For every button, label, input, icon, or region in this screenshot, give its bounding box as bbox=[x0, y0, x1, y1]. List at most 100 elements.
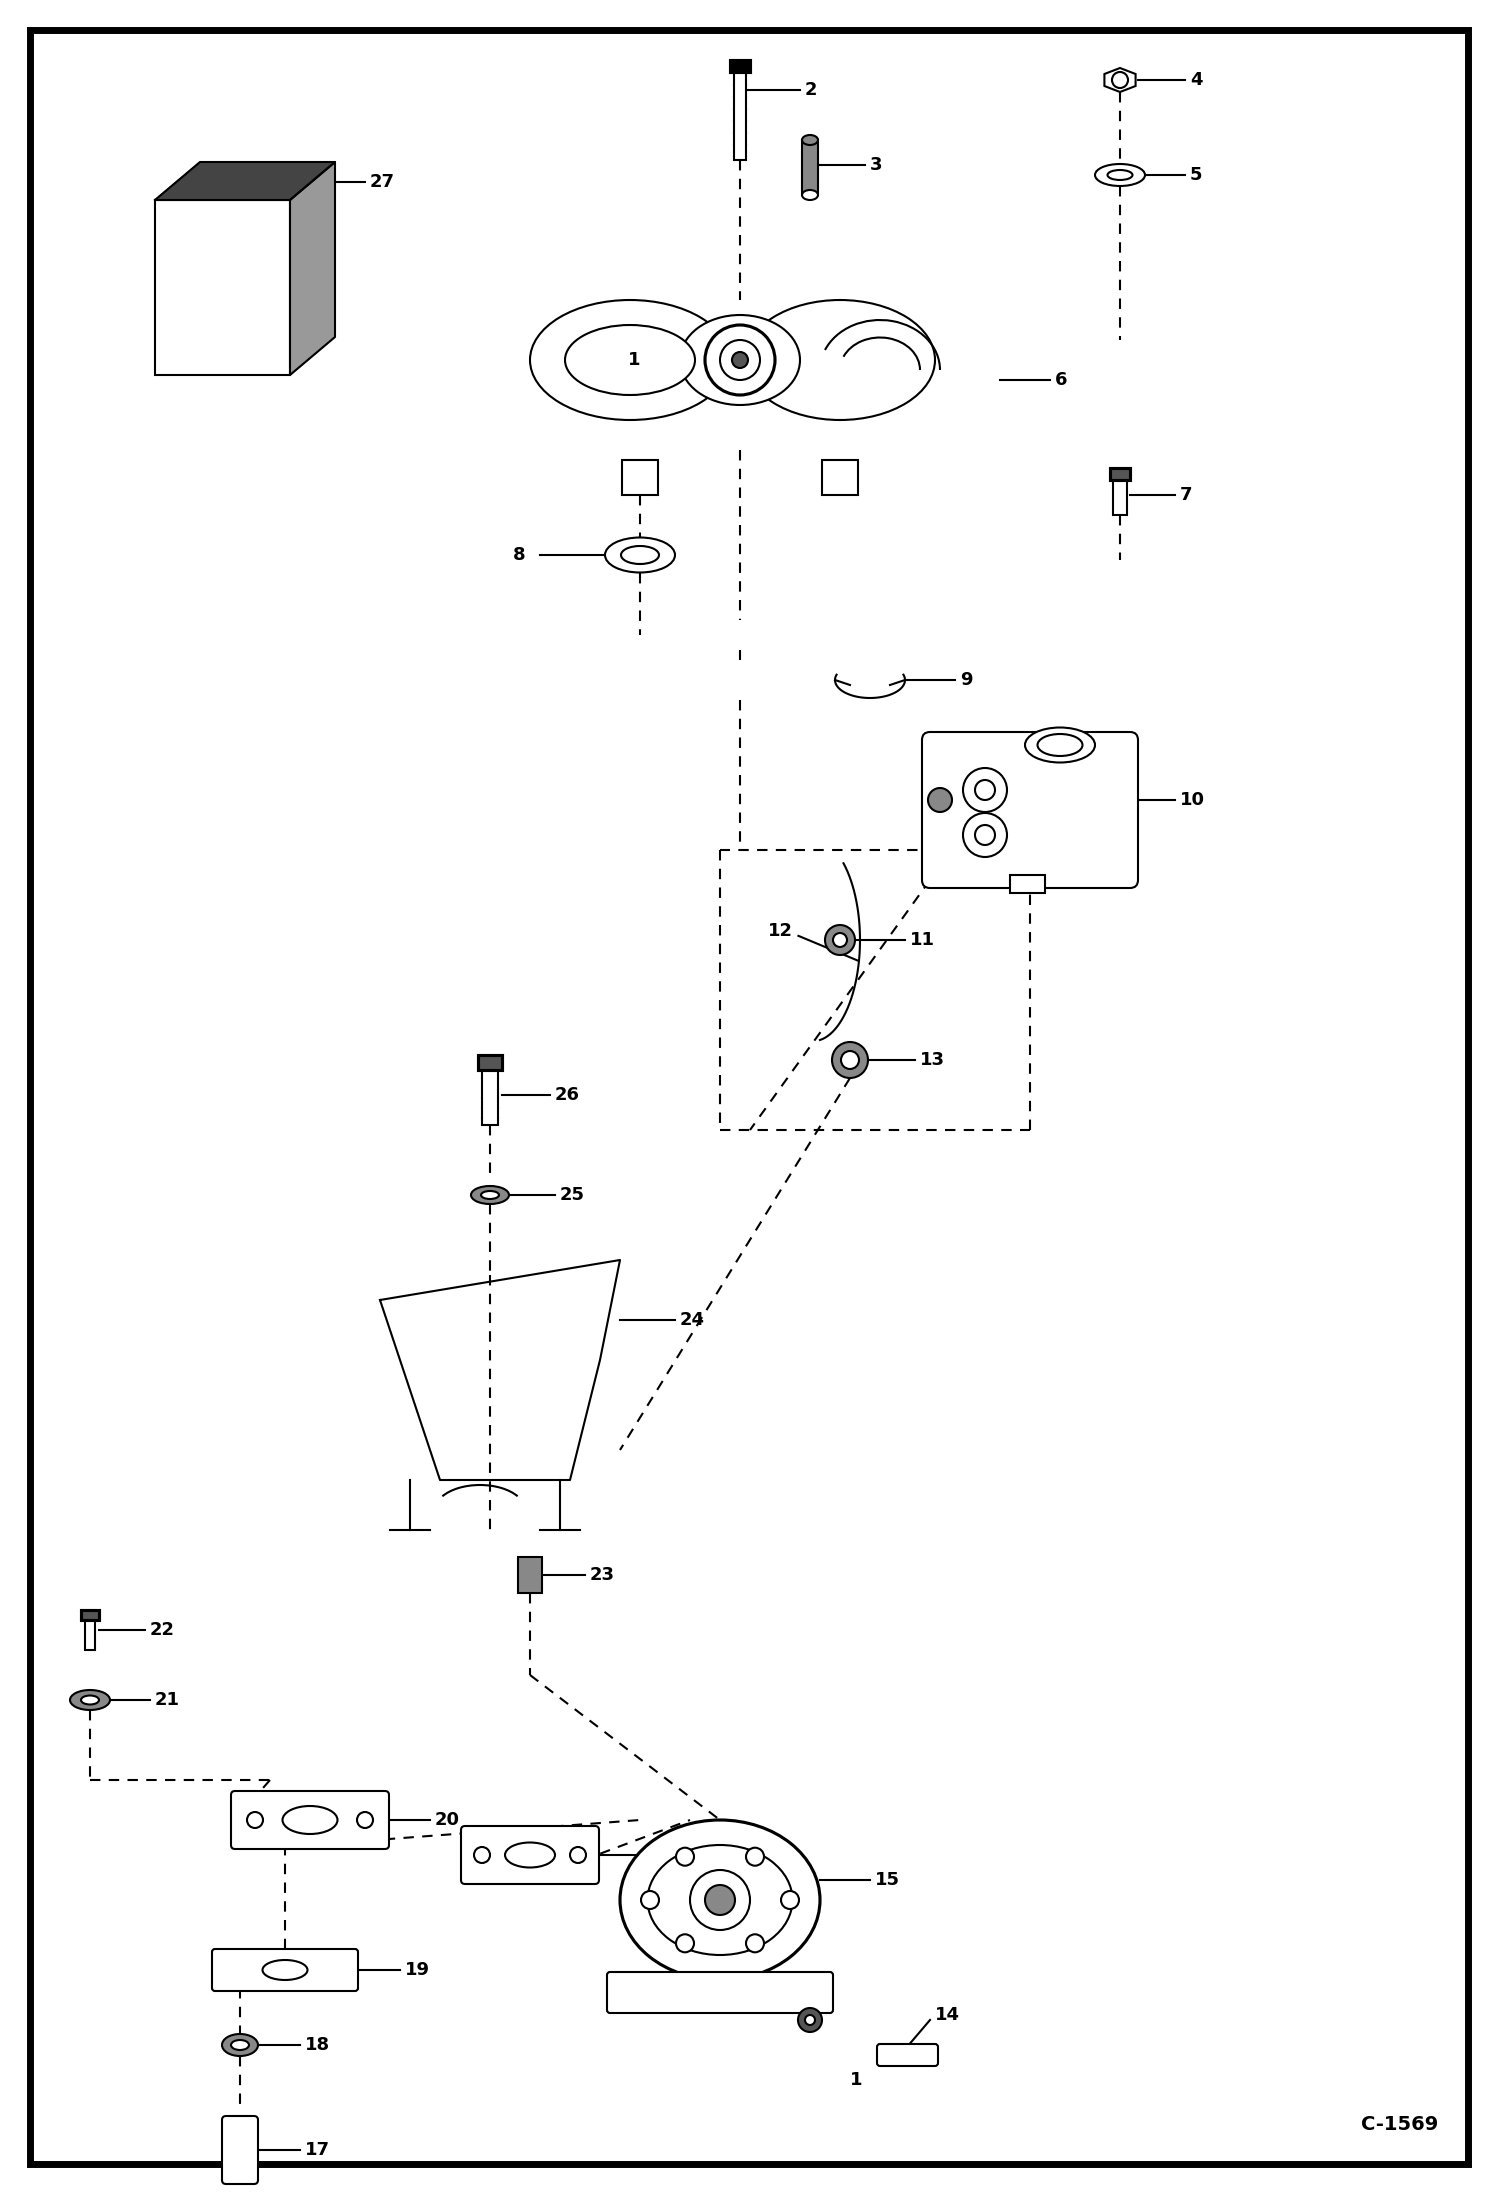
Bar bbox=[154, 200, 291, 375]
Circle shape bbox=[963, 768, 1007, 812]
Text: 17: 17 bbox=[306, 2141, 330, 2159]
Circle shape bbox=[746, 1935, 764, 1953]
Bar bbox=[85, 1619, 94, 1650]
Ellipse shape bbox=[745, 301, 935, 419]
Circle shape bbox=[840, 1051, 858, 1068]
Text: 21: 21 bbox=[154, 1692, 180, 1709]
FancyBboxPatch shape bbox=[222, 2115, 258, 2183]
Ellipse shape bbox=[1038, 735, 1083, 757]
FancyBboxPatch shape bbox=[921, 733, 1138, 889]
Text: 10: 10 bbox=[1180, 792, 1204, 810]
Circle shape bbox=[706, 325, 774, 395]
Ellipse shape bbox=[801, 191, 818, 200]
FancyBboxPatch shape bbox=[213, 1948, 358, 1990]
FancyBboxPatch shape bbox=[461, 1825, 599, 1885]
Ellipse shape bbox=[565, 325, 695, 395]
Bar bbox=[190, 239, 235, 329]
Ellipse shape bbox=[1025, 728, 1095, 764]
Text: 25: 25 bbox=[560, 1187, 586, 1205]
Circle shape bbox=[1112, 72, 1128, 88]
Circle shape bbox=[780, 1891, 798, 1909]
Text: 14: 14 bbox=[935, 2005, 960, 2025]
FancyBboxPatch shape bbox=[607, 1972, 833, 2014]
Circle shape bbox=[798, 2008, 822, 2032]
Text: 5: 5 bbox=[1189, 167, 1203, 184]
Bar bbox=[822, 461, 858, 496]
Circle shape bbox=[676, 1935, 694, 1953]
Circle shape bbox=[247, 1812, 264, 1828]
Text: 16: 16 bbox=[646, 1845, 670, 1865]
Ellipse shape bbox=[530, 301, 730, 419]
Text: 6: 6 bbox=[1055, 371, 1068, 388]
Ellipse shape bbox=[470, 1187, 509, 1205]
Bar bbox=[730, 59, 750, 72]
Ellipse shape bbox=[481, 1191, 499, 1198]
Circle shape bbox=[746, 1847, 764, 1865]
Ellipse shape bbox=[70, 1689, 109, 1709]
Circle shape bbox=[975, 781, 995, 801]
Circle shape bbox=[691, 1869, 750, 1931]
Polygon shape bbox=[154, 162, 336, 200]
Polygon shape bbox=[291, 162, 336, 375]
Text: 23: 23 bbox=[590, 1567, 616, 1584]
Ellipse shape bbox=[622, 546, 659, 564]
Ellipse shape bbox=[222, 2034, 258, 2056]
Text: 18: 18 bbox=[306, 2036, 330, 2054]
Text: 4: 4 bbox=[1189, 70, 1203, 90]
Circle shape bbox=[804, 2014, 815, 2025]
Circle shape bbox=[706, 1885, 736, 1915]
Bar bbox=[1113, 480, 1126, 516]
Bar bbox=[1010, 875, 1046, 893]
Text: 1: 1 bbox=[849, 2071, 863, 2089]
FancyBboxPatch shape bbox=[876, 2045, 938, 2067]
Circle shape bbox=[357, 1812, 373, 1828]
Ellipse shape bbox=[505, 1843, 554, 1867]
Bar bbox=[81, 1610, 99, 1619]
Circle shape bbox=[473, 1847, 490, 1863]
Circle shape bbox=[927, 788, 953, 812]
Bar bbox=[482, 1071, 497, 1126]
Text: C-1569: C-1569 bbox=[1360, 2115, 1438, 2135]
Text: 20: 20 bbox=[434, 1810, 460, 1830]
Text: 22: 22 bbox=[150, 1621, 175, 1639]
Text: 7: 7 bbox=[1180, 487, 1192, 505]
Bar bbox=[478, 1055, 502, 1071]
Ellipse shape bbox=[1107, 169, 1132, 180]
Bar bbox=[1110, 467, 1129, 480]
Text: 2: 2 bbox=[804, 81, 818, 99]
Circle shape bbox=[825, 926, 855, 954]
FancyBboxPatch shape bbox=[231, 1790, 389, 1850]
Text: 26: 26 bbox=[554, 1086, 580, 1104]
Text: 24: 24 bbox=[680, 1312, 706, 1330]
Bar bbox=[518, 1558, 542, 1593]
Text: 3: 3 bbox=[870, 156, 882, 173]
Circle shape bbox=[733, 351, 748, 369]
Polygon shape bbox=[1104, 68, 1135, 92]
Ellipse shape bbox=[283, 1806, 337, 1834]
Circle shape bbox=[721, 340, 759, 380]
Text: 1: 1 bbox=[628, 351, 640, 369]
Bar bbox=[622, 461, 658, 496]
Circle shape bbox=[571, 1847, 586, 1863]
Ellipse shape bbox=[81, 1696, 99, 1705]
Ellipse shape bbox=[605, 538, 676, 573]
Circle shape bbox=[963, 814, 1007, 858]
Text: 8: 8 bbox=[512, 546, 524, 564]
Circle shape bbox=[833, 932, 846, 948]
Ellipse shape bbox=[620, 1821, 819, 1979]
Text: 12: 12 bbox=[768, 921, 794, 939]
Polygon shape bbox=[380, 1259, 620, 1481]
Circle shape bbox=[676, 1847, 694, 1865]
Ellipse shape bbox=[1095, 165, 1144, 186]
Text: 19: 19 bbox=[404, 1961, 430, 1979]
Ellipse shape bbox=[231, 2040, 249, 2049]
Circle shape bbox=[975, 825, 995, 845]
Ellipse shape bbox=[262, 1959, 307, 1979]
Circle shape bbox=[641, 1891, 659, 1909]
Text: 27: 27 bbox=[370, 173, 395, 191]
Ellipse shape bbox=[647, 1845, 792, 1955]
Text: 13: 13 bbox=[920, 1051, 945, 1068]
Ellipse shape bbox=[801, 136, 818, 145]
Text: 9: 9 bbox=[960, 671, 972, 689]
Ellipse shape bbox=[680, 316, 800, 406]
